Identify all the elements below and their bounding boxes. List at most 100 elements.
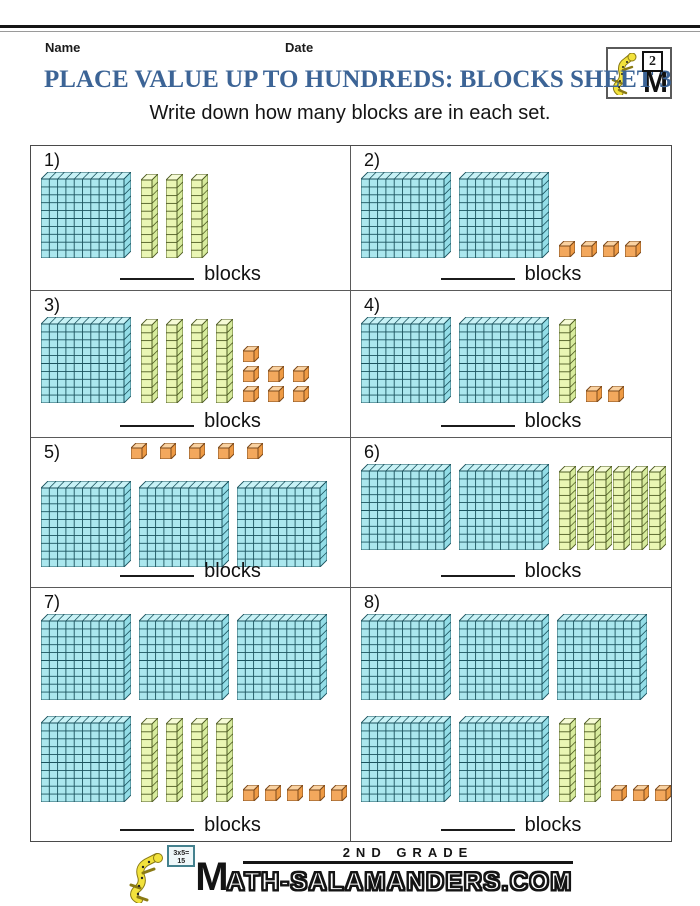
hundred-flat-block bbox=[361, 464, 451, 550]
answer-blank[interactable] bbox=[120, 558, 195, 577]
problem-cell-1: 1) blocks bbox=[31, 146, 351, 291]
answer-blank[interactable] bbox=[440, 408, 515, 427]
answer-label: blocks bbox=[204, 263, 261, 285]
problems-grid: 1) blocks 2) blocks 3) blocks 4) blocks 5) blocks… bbox=[30, 145, 672, 842]
block-row bbox=[41, 716, 348, 802]
ten-rod-block bbox=[191, 319, 208, 403]
problem-number: 1) bbox=[44, 150, 61, 170]
hundred-flat-block bbox=[459, 614, 549, 700]
blocks-area bbox=[361, 172, 669, 258]
answer-blank[interactable] bbox=[120, 261, 195, 280]
answer-row: blocks bbox=[351, 408, 671, 433]
blocks-area bbox=[41, 443, 348, 567]
one-cube-block bbox=[608, 386, 624, 402]
ones-group bbox=[243, 346, 309, 403]
one-cube-block bbox=[243, 346, 259, 362]
salamander-icon bbox=[611, 53, 637, 95]
answer-row: blocks bbox=[31, 408, 350, 433]
hundred-flat-block bbox=[361, 614, 451, 700]
problem-number: 5) bbox=[44, 442, 61, 462]
hundred-flat-block bbox=[237, 614, 327, 700]
hundred-flat-block bbox=[459, 464, 549, 550]
one-cube-block bbox=[131, 443, 147, 459]
one-cube-block bbox=[189, 443, 205, 459]
answer-label: blocks bbox=[524, 814, 582, 836]
ten-rod-block bbox=[141, 174, 158, 258]
hundreds-group bbox=[41, 614, 327, 700]
math-salamanders-logo: 2 M bbox=[606, 47, 672, 99]
one-cube-block bbox=[586, 386, 602, 402]
answer-blank[interactable] bbox=[120, 812, 195, 831]
problem-number: 2) bbox=[364, 150, 381, 170]
hundred-flat-block bbox=[139, 481, 229, 567]
hundred-flat-block bbox=[41, 614, 131, 700]
problem-number: 6) bbox=[364, 442, 381, 462]
answer-blank[interactable] bbox=[440, 558, 515, 577]
instruction-text: Write down how many blocks are in each s… bbox=[149, 102, 551, 124]
hundred-flat-block bbox=[41, 716, 131, 802]
logo-grade-number: 2 bbox=[642, 51, 663, 72]
one-cube-block bbox=[243, 785, 259, 801]
header-divider bbox=[0, 25, 700, 32]
one-cube-block bbox=[633, 785, 649, 801]
hundreds-group bbox=[361, 464, 549, 550]
answer-label: blocks bbox=[204, 814, 261, 836]
hundreds-group bbox=[41, 172, 131, 258]
one-cube-block bbox=[331, 785, 347, 801]
block-row bbox=[41, 172, 348, 258]
footer-grade-block: 2ND GRADE bbox=[243, 845, 573, 864]
salamander-sign: 3x5= 15 bbox=[167, 845, 196, 867]
one-cube-block bbox=[243, 386, 259, 402]
one-cube-block bbox=[655, 785, 671, 801]
block-row bbox=[361, 172, 669, 258]
hundred-flat-block bbox=[361, 172, 451, 258]
ones-group bbox=[611, 785, 671, 802]
one-cube-block bbox=[559, 241, 575, 257]
answer-label: blocks bbox=[524, 263, 582, 285]
tens-group bbox=[141, 174, 208, 258]
answer-row: blocks bbox=[31, 261, 350, 286]
problem-cell-4: 4) blocks bbox=[351, 291, 671, 438]
problem-cell-8: 8) blocks bbox=[351, 588, 671, 841]
ten-rod-block bbox=[166, 718, 183, 802]
tens-group bbox=[559, 718, 601, 802]
block-row bbox=[361, 614, 669, 700]
problem-cell-2: 2) blocks bbox=[351, 146, 671, 291]
footer-branding: 3x5= 15 2ND GRADE M ATH-SALAMANDERS.COM bbox=[0, 845, 700, 903]
answer-blank[interactable] bbox=[440, 261, 515, 280]
ten-rod-block bbox=[559, 466, 576, 550]
answer-label: blocks bbox=[204, 410, 261, 432]
one-cube-block bbox=[625, 241, 641, 257]
site-rest-text: ATH-SALAMANDERS.COM bbox=[226, 867, 573, 897]
ten-rod-block bbox=[595, 466, 612, 550]
ten-rod-block bbox=[631, 466, 648, 550]
answer-blank[interactable] bbox=[120, 408, 195, 427]
ten-rod-block bbox=[577, 466, 594, 550]
block-row bbox=[41, 614, 348, 700]
problem-number: 4) bbox=[364, 295, 381, 315]
footer-rule bbox=[243, 861, 573, 864]
one-cube-block bbox=[611, 785, 627, 801]
sign-line-1: 3x5= bbox=[173, 850, 190, 857]
problem-cell-6: 6) blocks bbox=[351, 438, 671, 588]
one-cube-block bbox=[218, 443, 234, 459]
salamander-icon bbox=[129, 853, 164, 903]
hundreds-group bbox=[41, 716, 131, 802]
one-cube-block bbox=[603, 241, 619, 257]
sign-line-2: 15 bbox=[177, 858, 186, 865]
footer-grade-text: 2ND GRADE bbox=[342, 845, 474, 860]
ones-group bbox=[243, 785, 347, 802]
problem-cell-5: 5) blocks bbox=[31, 438, 351, 588]
one-cube-block bbox=[293, 366, 309, 382]
blocks-area bbox=[361, 317, 669, 405]
hundreds-group bbox=[361, 172, 549, 258]
block-row bbox=[361, 716, 671, 802]
answer-blank[interactable] bbox=[440, 812, 515, 831]
ten-rod-block bbox=[584, 718, 601, 802]
answer-row: blocks bbox=[351, 261, 671, 286]
ten-rod-block bbox=[141, 718, 158, 802]
one-cube-block bbox=[243, 366, 259, 382]
hundreds-group bbox=[41, 317, 131, 403]
tens-group bbox=[141, 319, 233, 403]
